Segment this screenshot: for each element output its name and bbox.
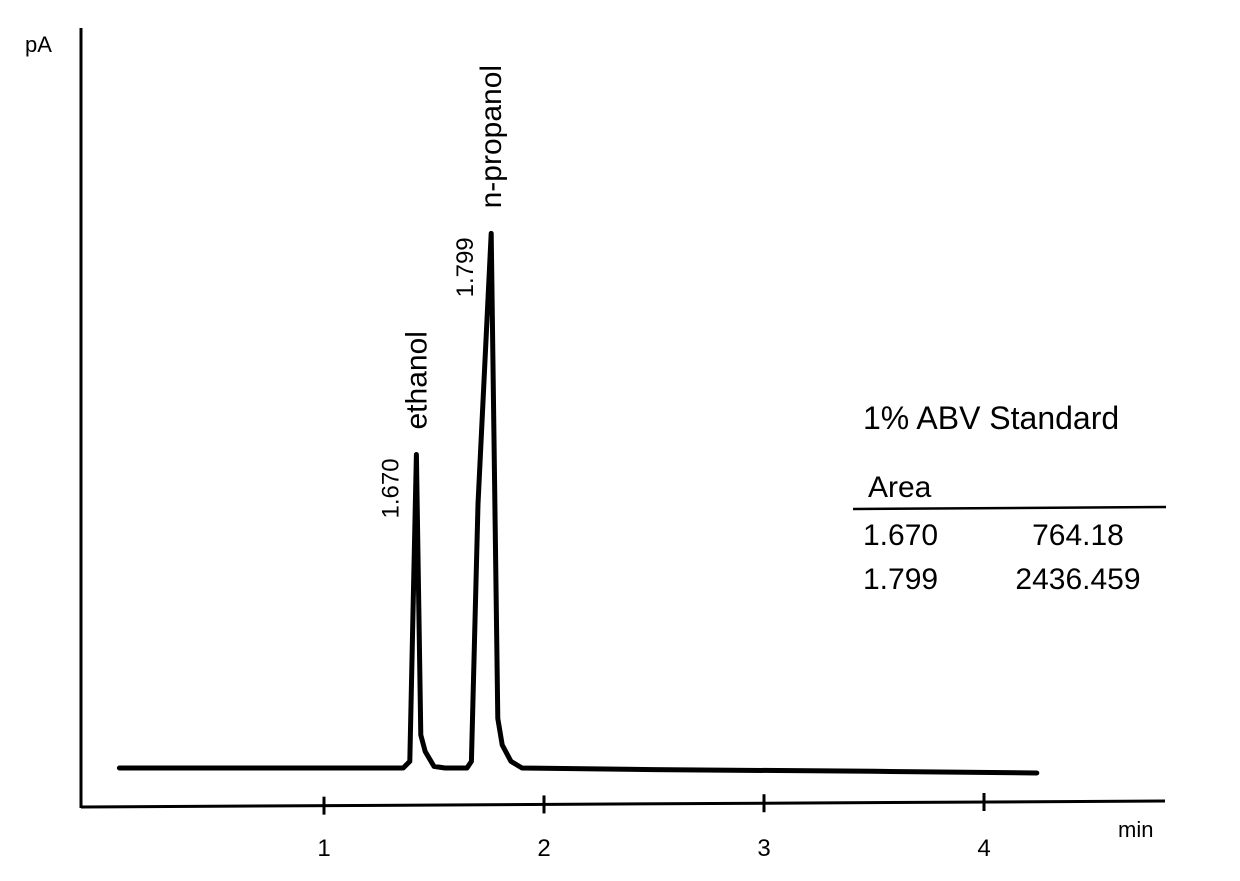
table-header-area: Area [868, 471, 932, 504]
table-rule [852, 505, 1167, 511]
table-cell-rt: 1.670 [863, 519, 938, 552]
x-ticks: 1 2 3 4 [317, 793, 991, 862]
x-axis-label: min [1118, 817, 1153, 842]
x-axis [80, 799, 1166, 809]
table-title: 1% ABV Standard [863, 400, 1119, 436]
x-tick-label: 3 [757, 835, 770, 862]
table-rows: 1.670 764.18 1.799 2436.459 [863, 519, 1141, 596]
chromatogram-trace [116, 230, 1040, 776]
peak-name: n-propanol [475, 65, 508, 208]
x-tick-label: 1 [317, 835, 330, 862]
table-cell-area: 2436.459 [1015, 563, 1140, 596]
peak-retention-time: 1.799 [452, 237, 479, 297]
x-tick-label: 4 [977, 835, 990, 862]
area-table: 1% ABV Standard Area 1.670 764.18 1.799 243… [852, 400, 1167, 596]
y-axis-label: pA [25, 32, 52, 57]
table-cell-area: 764.18 [1032, 519, 1124, 552]
peak-retention-time: 1.670 [377, 458, 404, 518]
table-cell-rt: 1.799 [863, 563, 938, 596]
peak-name: ethanol [400, 331, 433, 429]
x-tick-label: 2 [537, 835, 550, 862]
peak-labels: 1.670 ethanol 1.799 n-propanol [377, 65, 508, 519]
